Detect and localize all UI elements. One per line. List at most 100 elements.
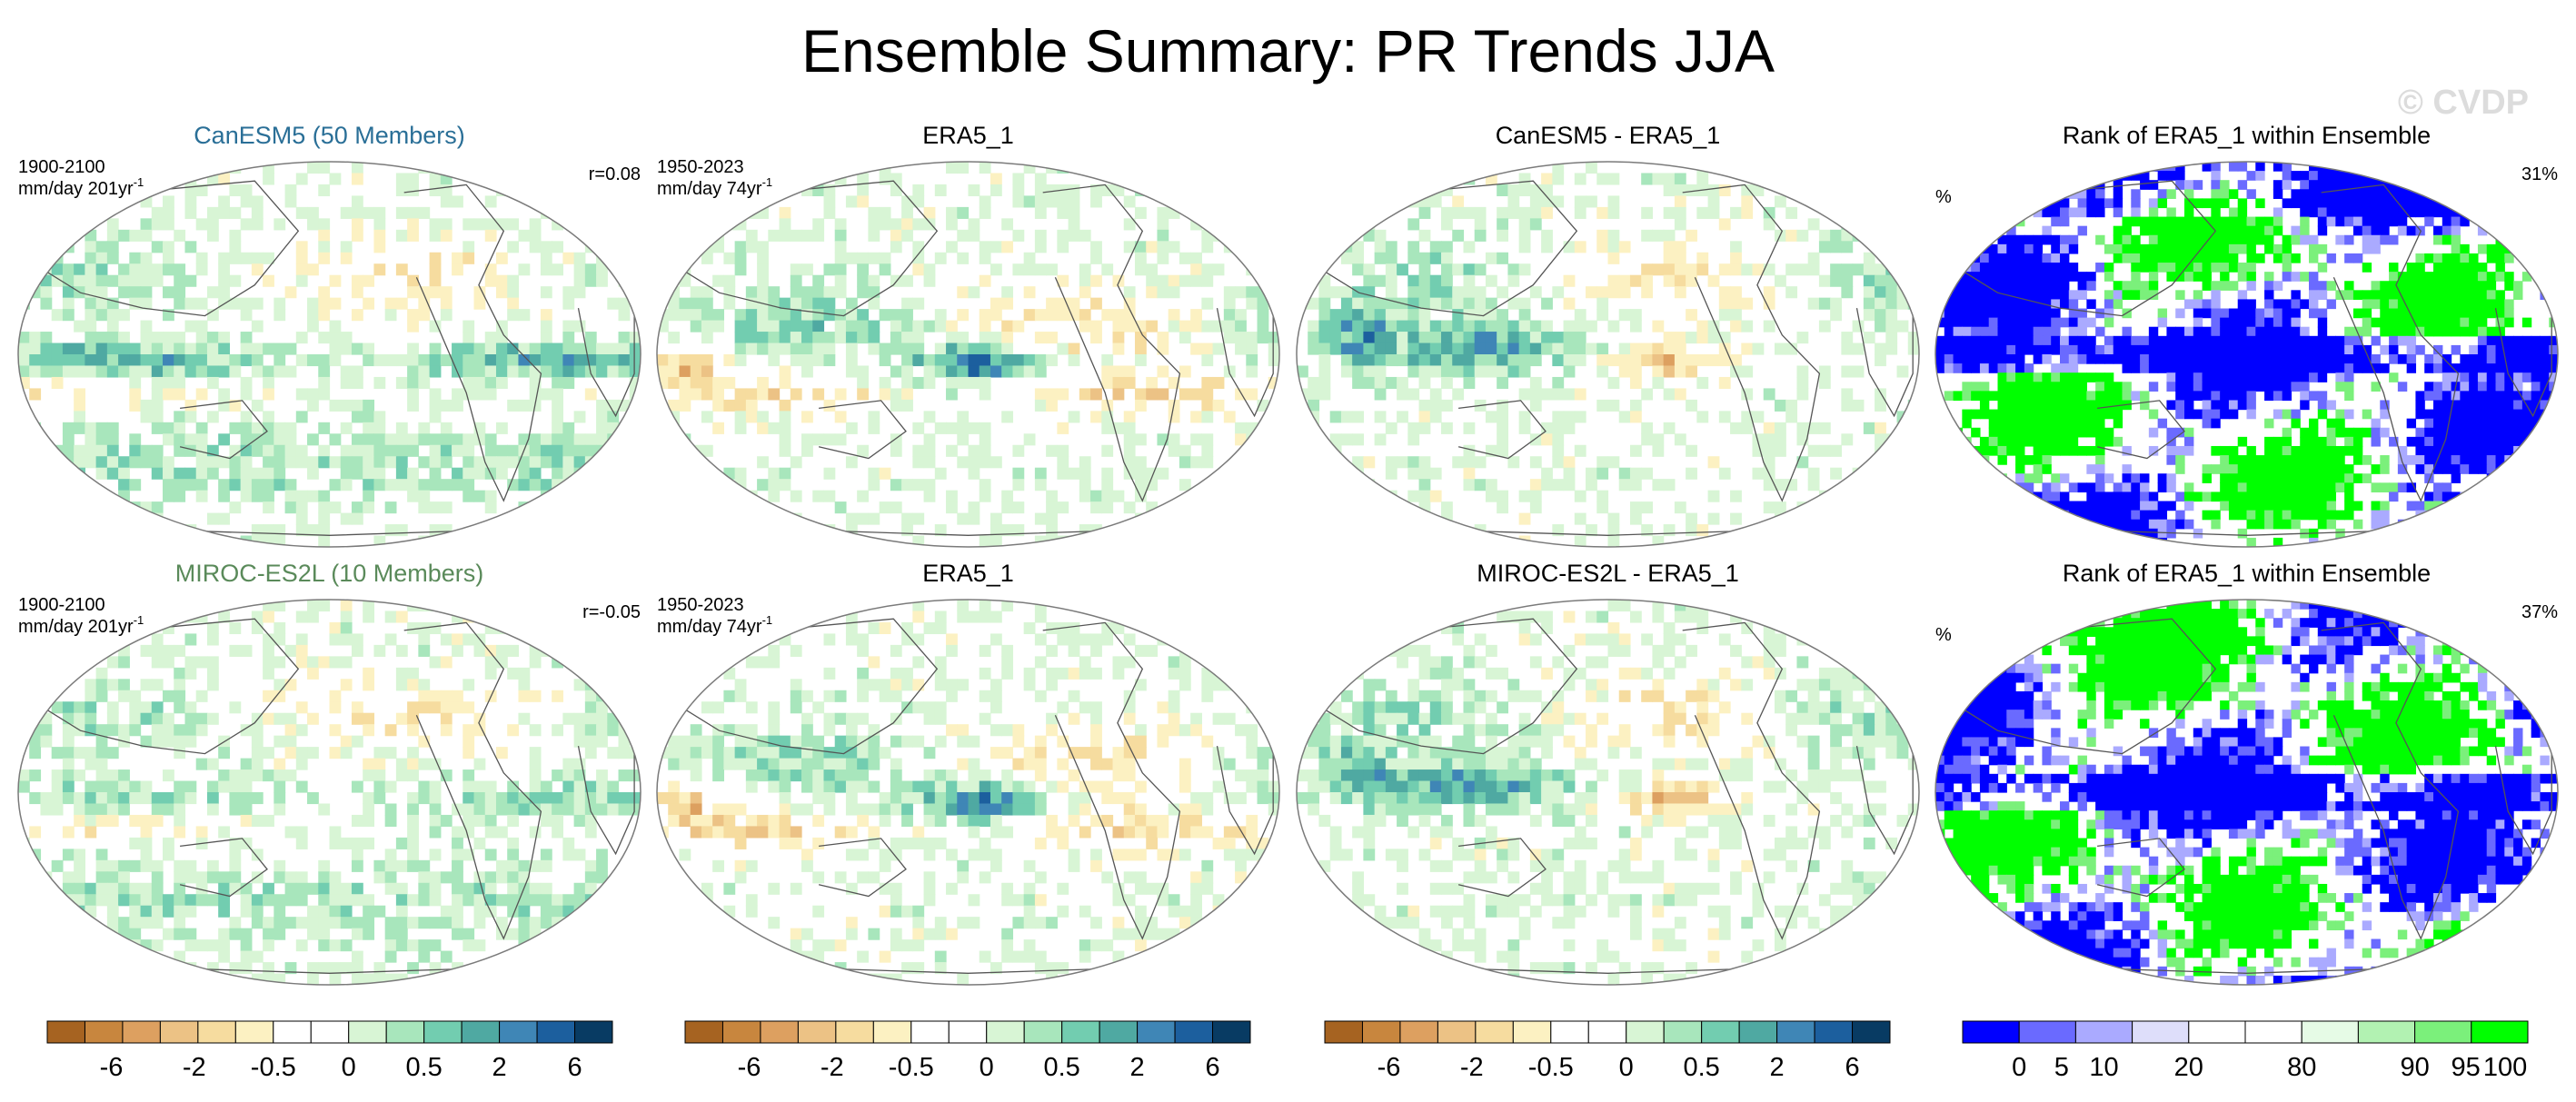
map-field-r1c4 [1935,162,2558,547]
trend-colorbar-1-swatch [234,1020,274,1044]
trend-colorbar-2-swatch [910,1020,950,1044]
trend-colorbar-1-label: 0 [342,1053,356,1082]
watermark: © CVDP [2397,84,2529,122]
rank-colorbar-swatch [2132,1020,2190,1044]
panel-title-r1c4: Rank of ERA5_1 within Ensemble [2063,122,2431,149]
rank-colorbar-label: 10 [2089,1053,2118,1082]
panel-title-r2c3: MIROC-ES2L - ERA5_1 [1477,560,1739,587]
trend-colorbar-2-label: 0 [980,1053,994,1082]
map-border-r2c3 [1296,599,1920,986]
rank-colorbar-label: 95 [2451,1053,2480,1082]
trend-colorbar-2-swatch [721,1020,761,1044]
panel-title-r1c2: ERA5_1 [922,122,1014,149]
trend-colorbar-1-swatch [499,1020,538,1044]
panel-stat-r2c4: 37% [2521,602,2558,622]
trend-colorbar-3-swatch [1814,1020,1854,1044]
map-border-r2c1 [17,599,642,986]
panel-period-r1c1: 1900-2100 [18,157,105,177]
trend-colorbar-1-swatch [159,1020,199,1044]
trend-colorbar-1: -6 -2 -0.5 0 0.5 2 6 [46,1020,613,1082]
map-border-r2c2 [656,599,1280,986]
trend-colorbar-2-swatch [1137,1020,1176,1044]
panel-units-r2c4: % [1935,625,1952,645]
trend-colorbar-2: -6 -2 -0.5 0 0.5 2 6 [684,1020,1251,1082]
map-border-r2c4 [1934,599,2559,986]
trend-colorbar-3-label: -2 [1460,1053,1484,1082]
trend-colorbar-3-swatch [1776,1020,1815,1044]
trend-colorbar-3-swatch [1738,1020,1778,1044]
trend-colorbar-3-label: -6 [1378,1053,1401,1082]
panel-period-r1c2: 1950-2023 [657,157,744,177]
trend-colorbar-1-swatch [423,1020,462,1044]
panel-stat-r1c1: r=0.08 [589,164,641,184]
trend-colorbar-2-swatch [797,1020,837,1044]
trend-colorbar-3-swatch [1475,1020,1514,1044]
map-field-r1c2 [657,162,1279,547]
trend-colorbar-2-swatch [1174,1020,1214,1044]
trend-colorbar-3-swatch [1361,1020,1401,1044]
rank-colorbar-swatch [2188,1020,2246,1044]
trend-colorbar-3: -6 -2 -0.5 0 0.5 2 6 [1324,1020,1891,1082]
trend-colorbar-3-label: 2 [1770,1053,1785,1082]
trend-colorbar-1-swatch [574,1020,613,1044]
rank-colorbar: 0 5 10 20 80 90 95 100 [1962,1020,2529,1082]
rank-colorbar-label: 5 [2054,1053,2069,1082]
map-field-r1c1 [18,162,641,547]
trend-colorbar-1-swatch [84,1020,124,1044]
map-field-r2c2 [657,600,1279,985]
trend-colorbar-2-swatch [872,1020,912,1044]
rank-colorbar-swatch [2357,1020,2416,1044]
rank-colorbar-label: 20 [2174,1053,2203,1082]
trend-colorbar-2-swatch [986,1020,1025,1044]
rank-colorbar-label: 90 [2400,1053,2429,1082]
rank-colorbar-swatch [2414,1020,2472,1044]
map-border-r1c2 [656,161,1280,548]
panel-stat-r2c1: r=-0.05 [582,602,641,622]
trend-colorbar-2-label: 2 [1130,1053,1145,1082]
trend-colorbar-3-swatch [1324,1020,1363,1044]
map-field-r1c3 [1297,162,1919,547]
trend-colorbar-2-swatch [835,1020,874,1044]
rank-colorbar-swatch [2301,1020,2359,1044]
panel-units-r2c2: mm/day 74yr-1 [657,613,772,637]
trend-colorbar-3-label: 0 [1619,1053,1634,1082]
trend-colorbar-2-swatch [1212,1020,1251,1044]
trend-colorbar-1-swatch [310,1020,350,1044]
panel-title-r2c1: MIROC-ES2L (10 Members) [175,560,484,587]
trend-colorbar-1-label: -0.5 [251,1053,296,1082]
panel-period-r2c2: 1950-2023 [657,595,744,615]
rank-colorbar-swatch [2074,1020,2133,1044]
trend-colorbar-1-swatch [273,1020,312,1044]
trend-colorbar-2-swatch [684,1020,723,1044]
panel-period-r2c1: 1900-2100 [18,595,105,615]
trend-colorbar-3-swatch [1663,1020,1703,1044]
trend-colorbar-3-label: 0.5 [1684,1053,1720,1082]
panel-stat-r1c4: 31% [2521,164,2558,184]
trend-colorbar-2-swatch [1099,1020,1139,1044]
trend-colorbar-3-swatch [1852,1020,1891,1044]
trend-colorbar-3-swatch [1701,1020,1740,1044]
panel-title-r1c1: CanESM5 (50 Members) [194,122,465,149]
page-title: Ensemble Summary: PR Trends JJA [801,17,1775,84]
panel-units-r2c1: mm/day 201yr-1 [18,613,144,637]
rank-colorbar-label: 0 [2012,1053,2026,1082]
rank-colorbar-swatch [2018,1020,2076,1044]
rank-colorbar-swatch [2244,1020,2302,1044]
trend-colorbar-1-swatch [46,1020,85,1044]
panel-title-r2c2: ERA5_1 [922,560,1014,587]
rank-colorbar-label: 80 [2287,1053,2316,1082]
map-field-r2c4 [1935,600,2558,985]
trend-colorbar-3-swatch [1399,1020,1438,1044]
rank-colorbar-swatch [1962,1020,2020,1044]
panel-title-r2c4: Rank of ERA5_1 within Ensemble [2063,560,2431,587]
trend-colorbar-2-swatch [1061,1020,1100,1044]
trend-colorbar-1-label: 6 [567,1053,582,1082]
panel-units-r1c1: mm/day 201yr-1 [18,175,144,199]
trend-colorbar-1-label: 2 [492,1053,507,1082]
map-border-r1c1 [17,161,642,548]
trend-colorbar-3-label: 6 [1845,1053,1859,1082]
trend-colorbar-1-swatch [461,1020,501,1044]
trend-colorbar-3-label: -0.5 [1528,1053,1574,1082]
map-field-r2c1 [18,600,641,985]
